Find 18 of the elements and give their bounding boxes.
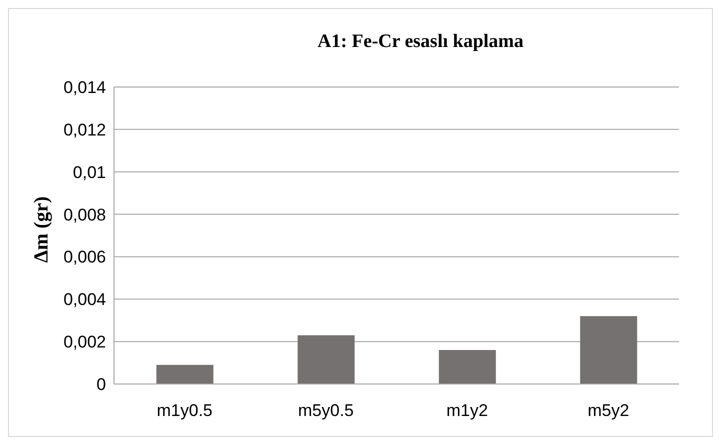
x-tick-label: m5y2 [588, 401, 630, 420]
bar [298, 335, 355, 384]
y-tick-label: 0 [96, 375, 106, 394]
x-tick-label: m1y2 [446, 401, 488, 420]
x-tick-label: m5y0.5 [298, 401, 354, 420]
chart-title: A1: Fe-Cr esaslı kaplama [316, 31, 524, 53]
y-tick-label: 0,014 [63, 78, 106, 98]
bar [580, 316, 638, 384]
x-tick-label: m1y0.5 [156, 401, 212, 420]
y-tick-label: 0,01 [72, 162, 106, 182]
y-axis-title: Δm (gr) [30, 196, 54, 262]
y-tick-label: 0,008 [63, 205, 106, 224]
y-tick-label: 0,004 [63, 290, 106, 310]
bar [156, 364, 214, 384]
bar [438, 350, 496, 384]
y-tick-label: 0,012 [63, 120, 106, 140]
y-tick-label: 0,006 [63, 248, 106, 267]
y-tick-label: 0,002 [63, 332, 106, 352]
